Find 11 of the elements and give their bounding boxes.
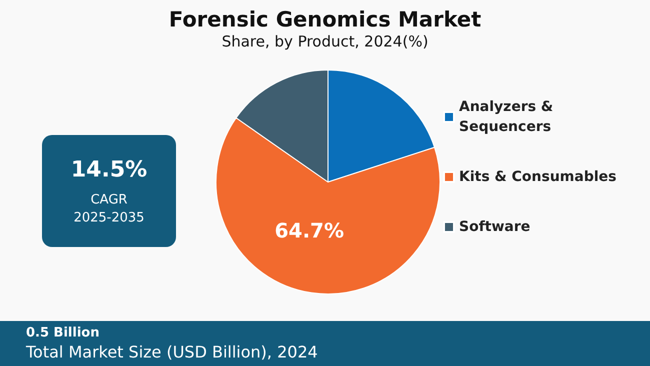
chart-title: Forensic Genomics Market [168,8,482,32]
text: 0.5 Billion [26,326,100,340]
legend-label: Kits & Consumables [459,169,616,185]
text: CAGR [90,192,128,208]
chart-subtitle: Share, by Product, 2024(%) [222,32,428,50]
text: 2025-2035 [74,210,144,226]
legend-label: Software [459,219,530,235]
text: 14.5% [70,158,148,182]
legend-label: Analyzers & Sequencers [459,99,558,135]
data-label: 64.7% [274,218,344,242]
text: Total Market Size (USD Billion), 2024 [25,342,318,362]
